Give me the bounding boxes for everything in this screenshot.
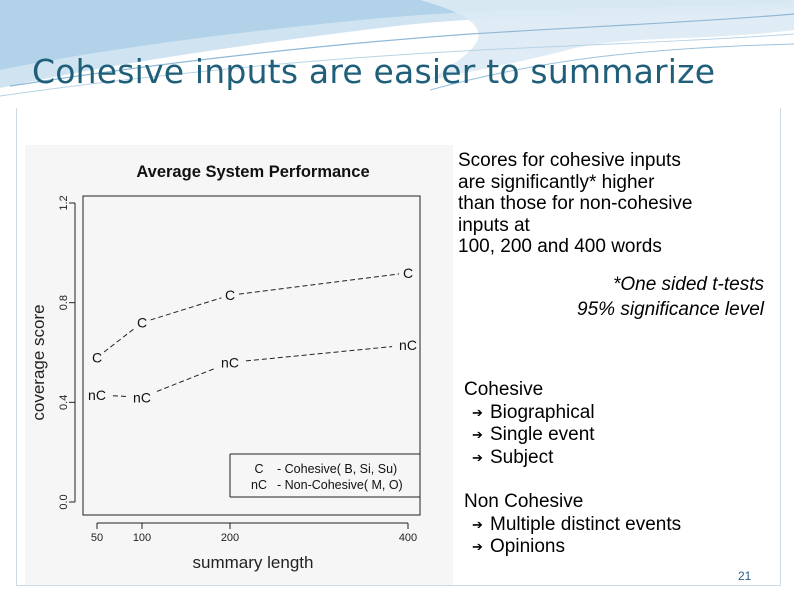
series-line-segment (112, 395, 127, 397)
x-tick-label: 100 (133, 532, 151, 544)
series-line-segment (238, 273, 400, 295)
data-point-marker: nC (88, 387, 106, 403)
page-number: 21 (738, 569, 752, 583)
data-point-marker: C (92, 349, 102, 365)
series-line-segment (150, 297, 222, 321)
note-line: *One sided t-tests (612, 274, 764, 295)
list-item: ➔ Subject (464, 447, 595, 470)
arrow-right-icon: ➔ (472, 427, 483, 442)
group-heading: Non Cohesive (464, 491, 584, 512)
list-item-label: Single event (490, 424, 595, 445)
legend-marker: C (254, 462, 263, 476)
list-item: ➔ Multiple distinct events (464, 514, 681, 537)
description-line: than those for non-cohesive (458, 193, 693, 214)
x-axis-label: summary length (193, 553, 314, 572)
x-tick-label: 200 (221, 532, 239, 544)
non-cohesive-group: Non Cohesive ➔ Multiple distinct events ➔… (464, 491, 681, 559)
x-tick-label: 50 (91, 532, 103, 544)
list-item: ➔ Single event (464, 424, 595, 447)
description-line: inputs at (458, 214, 530, 236)
frame-line-right (780, 108, 781, 586)
chart-title: Average System Performance (136, 163, 369, 181)
description-text: Scores for cohesive inputs are significa… (458, 150, 693, 258)
legend-marker: nC (251, 478, 267, 492)
legend-label: - Cohesive( B, Si, Su) (277, 462, 397, 476)
chart-image: Average System Performance 0.0 0.4 0.8 1.2 co… (25, 145, 453, 585)
cohesive-group: Cohesive ➔ Biographical ➔ Single event ➔ Su… (464, 379, 595, 469)
data-point-marker: C (225, 287, 235, 303)
description-line: are significantly* higher (458, 171, 655, 193)
y-tick-label: 0.0 (58, 494, 70, 509)
arrow-right-icon: ➔ (472, 404, 483, 420)
group-heading: Cohesive (464, 379, 544, 400)
data-point-marker: nC (399, 337, 417, 353)
plot-frame (82, 195, 421, 516)
data-point-marker: C (403, 265, 413, 281)
x-tick-label: 400 (399, 532, 417, 544)
description-line: 100, 200 and 400 words (458, 236, 662, 257)
list-item-label: Subject (490, 446, 554, 468)
frame-line-left (16, 108, 17, 586)
note-line: 95% significance level (577, 299, 764, 320)
legend-label: - Non-Cohesive( M, O) (277, 478, 403, 492)
series-line-segment (245, 346, 393, 362)
data-point-marker: C (137, 315, 147, 331)
list-item-label: Opinions (490, 536, 565, 557)
data-point-marker: nC (221, 354, 239, 370)
list-item-label: Multiple distinct events (490, 513, 682, 535)
arrow-right-icon: ➔ (472, 449, 483, 465)
series-line-segment (103, 327, 136, 353)
list-item: ➔ Opinions (464, 536, 681, 559)
arrow-right-icon: ➔ (472, 516, 483, 532)
y-axis-label: coverage score (29, 304, 48, 420)
significance-note: *One sided t-tests 95% significance leve… (577, 272, 764, 322)
description-line: Scores for cohesive inputs (458, 150, 681, 171)
list-item-label: Biographical (490, 401, 595, 423)
y-tick-label: 1.2 (58, 195, 70, 210)
series-line-segment (156, 367, 216, 392)
frame-line-bottom (16, 585, 781, 586)
list-item: ➔ Biographical (464, 402, 595, 425)
y-tick-label: 0.4 (58, 395, 70, 410)
slide-title: Cohesive inputs are easier to summarize (32, 52, 716, 91)
data-point-marker: nC (133, 389, 151, 405)
line-chart: Average System Performance 0.0 0.4 0.8 1.2 co… (29, 163, 421, 572)
banner-decoration (0, 0, 794, 97)
arrow-right-icon: ➔ (472, 539, 483, 554)
y-tick-label: 0.8 (58, 295, 70, 310)
